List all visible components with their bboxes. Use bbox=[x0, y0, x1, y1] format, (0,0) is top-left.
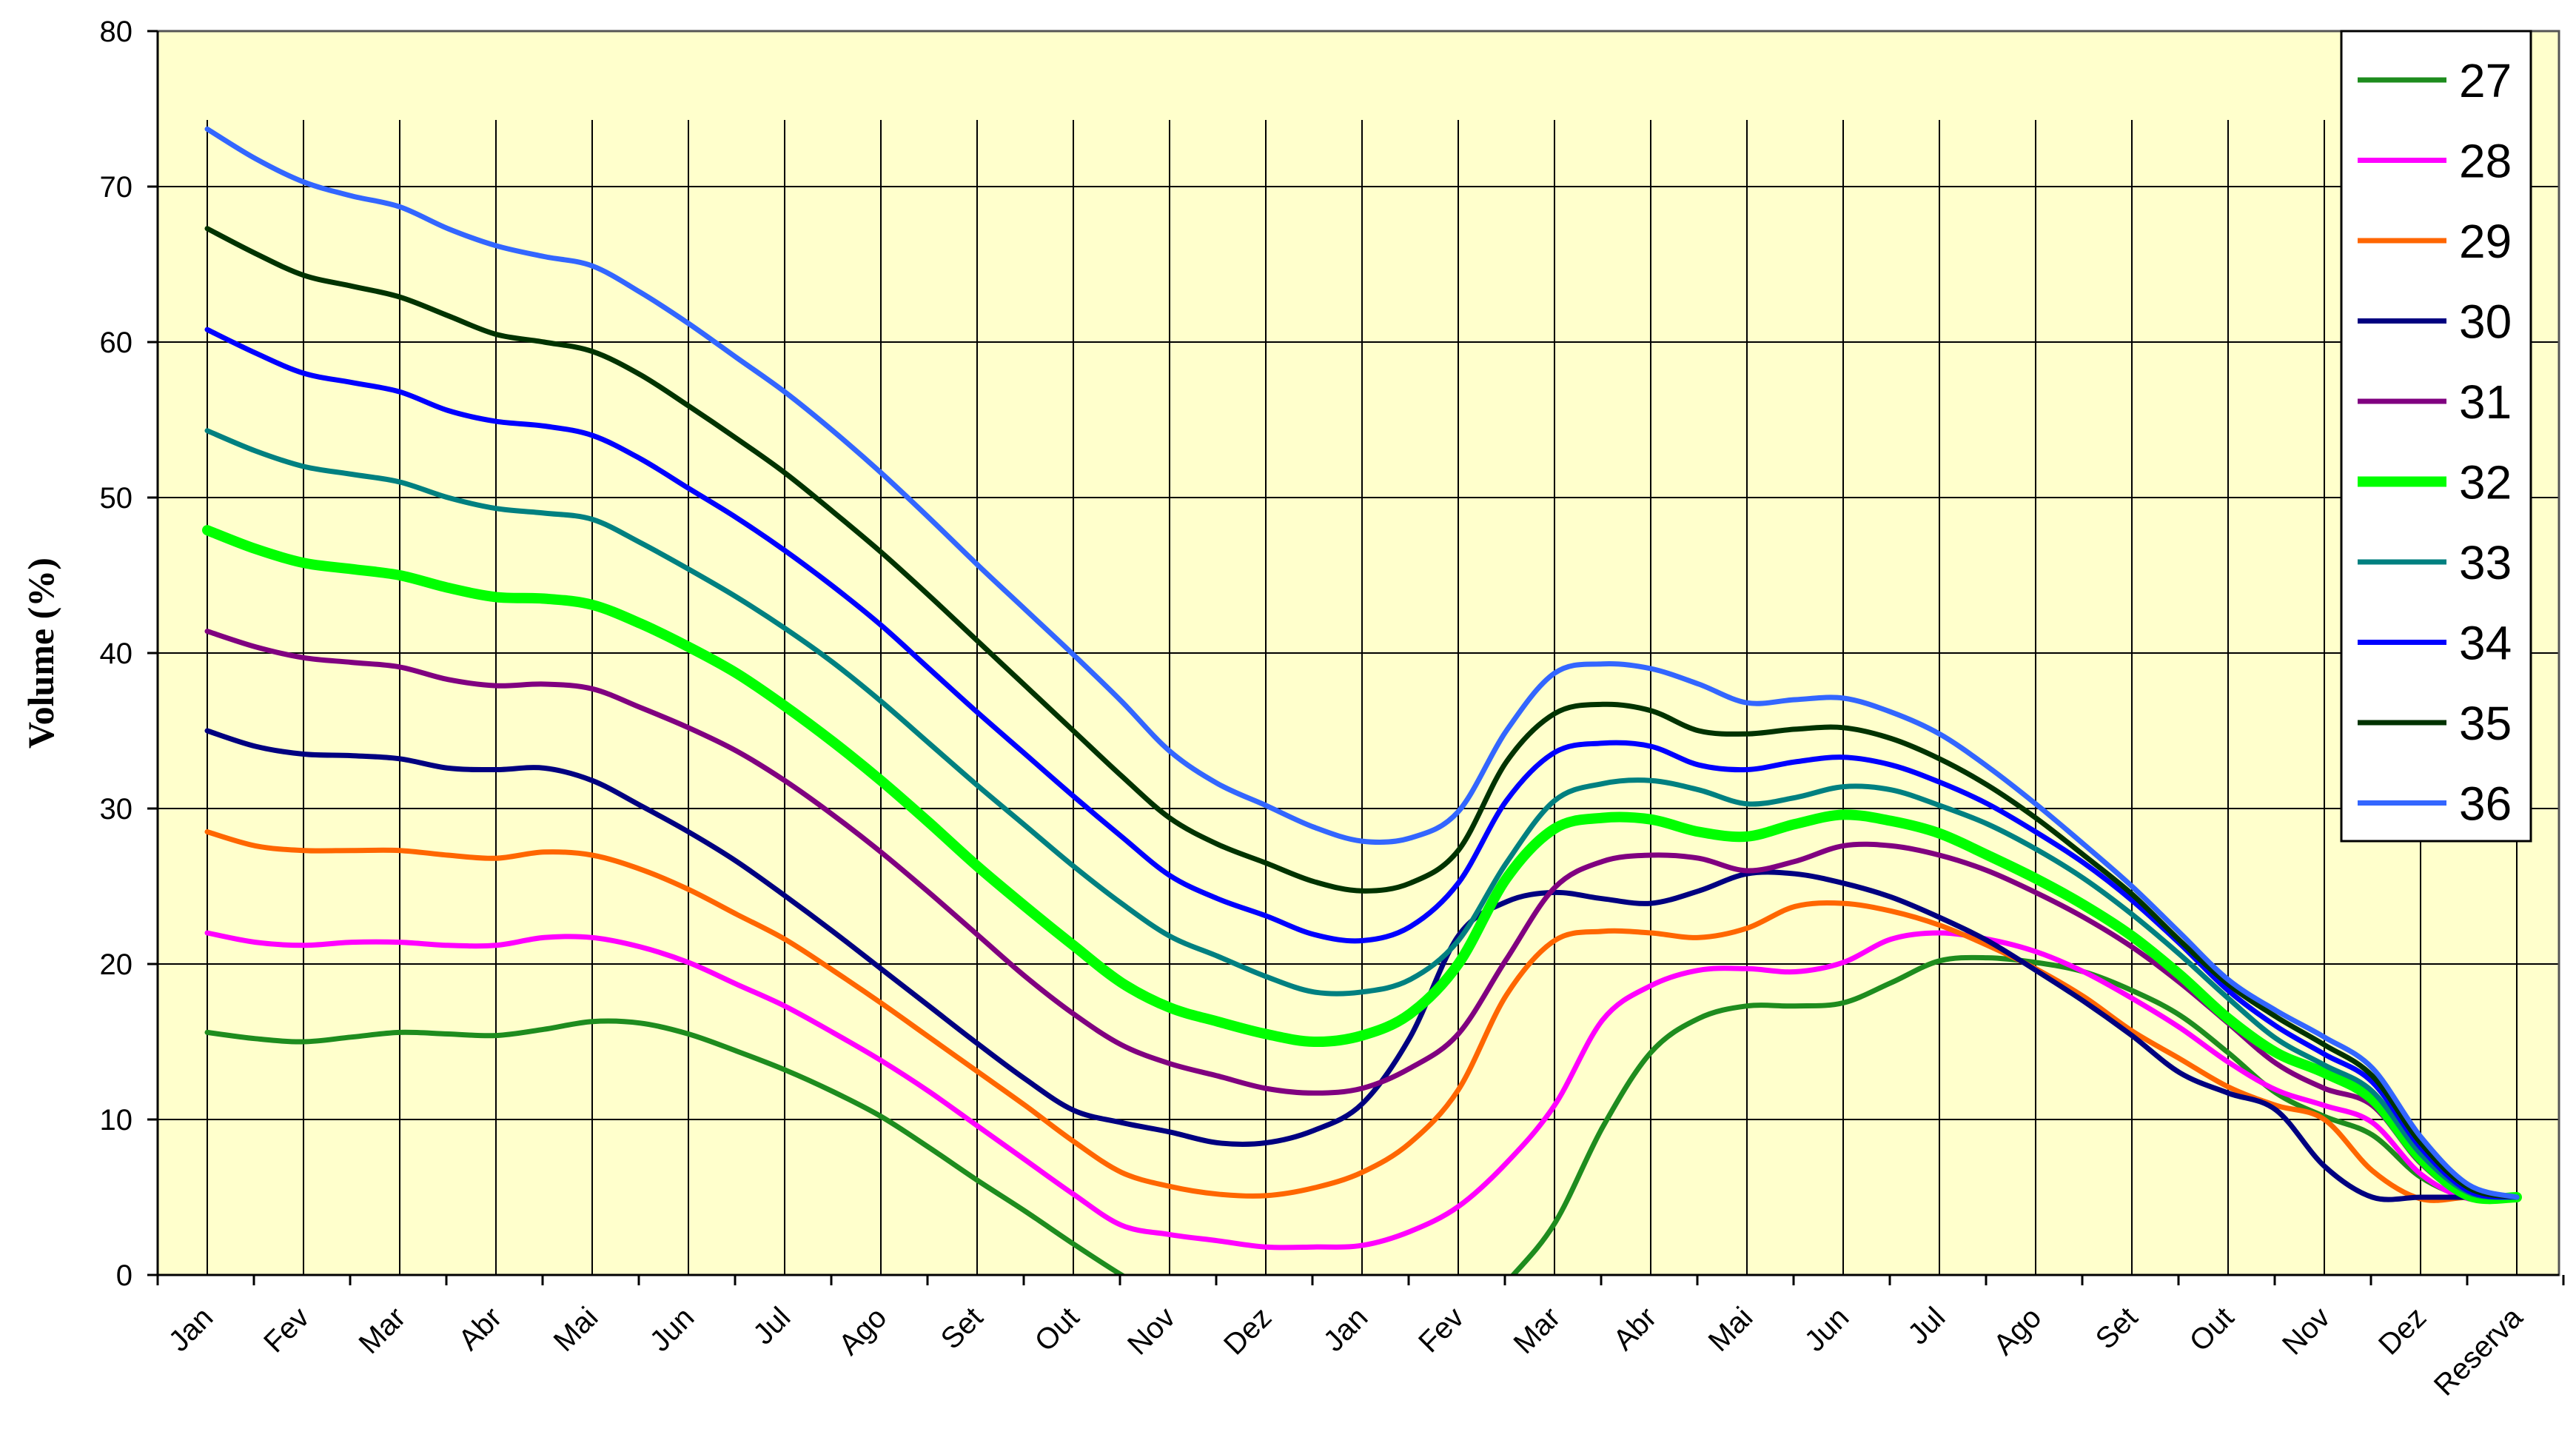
x-tick-label: Reserva bbox=[2428, 1301, 2529, 1402]
series-line-36 bbox=[204, 126, 2520, 1200]
legend-label-30: 30 bbox=[2459, 295, 2512, 349]
series-line-27 bbox=[204, 954, 2520, 1275]
legend-label-29: 29 bbox=[2459, 215, 2512, 268]
series-line-35 bbox=[204, 226, 2520, 1200]
x-tick-label: Ago bbox=[1988, 1301, 2047, 1361]
series-line-32 bbox=[202, 525, 2522, 1205]
legend-box bbox=[2340, 30, 2532, 843]
y-axis-label: Volume (%) bbox=[20, 558, 61, 749]
legend-label-34: 34 bbox=[2459, 617, 2512, 670]
series-line-31 bbox=[204, 629, 2520, 1202]
x-tick-label: Nov bbox=[1121, 1301, 1181, 1361]
series-line-29 bbox=[204, 829, 2520, 1203]
x-tick-label: Jan bbox=[163, 1301, 220, 1358]
legend-label-36: 36 bbox=[2459, 777, 2512, 831]
x-tick-label: Mai bbox=[548, 1301, 605, 1358]
y-tick-label: 20 bbox=[100, 948, 133, 981]
series-line-34 bbox=[204, 327, 2520, 1200]
x-tick-label: Abr bbox=[452, 1301, 508, 1356]
legend-label-32: 32 bbox=[2459, 456, 2512, 509]
legend-label-33: 33 bbox=[2459, 536, 2512, 589]
x-tick-label: Dez bbox=[1218, 1301, 1278, 1361]
x-tick-label: Mar bbox=[353, 1301, 412, 1360]
y-tick-label: 50 bbox=[100, 482, 133, 515]
y-tick-label: 60 bbox=[100, 327, 133, 359]
x-tick-label: Jul bbox=[747, 1301, 796, 1350]
x-tick-label: Jan bbox=[1318, 1301, 1375, 1358]
x-tick-label: Ago bbox=[833, 1301, 893, 1361]
y-tick-label: 80 bbox=[100, 16, 133, 48]
y-tick-label: 10 bbox=[100, 1104, 133, 1137]
x-tick-label: Fev bbox=[258, 1301, 315, 1359]
x-tick-label: Set bbox=[2090, 1301, 2144, 1356]
y-tick-label: 40 bbox=[100, 637, 133, 670]
x-tick-label: Jul bbox=[1902, 1301, 1951, 1350]
x-tick-label: Jun bbox=[1799, 1301, 1856, 1358]
x-tick-label: Mar bbox=[1508, 1301, 1567, 1360]
x-tick-label: Out bbox=[1029, 1301, 1086, 1358]
x-tick-label: Jun bbox=[644, 1301, 701, 1358]
x-tick-label: Set bbox=[935, 1301, 990, 1356]
x-tick-label: Nov bbox=[2276, 1301, 2336, 1361]
series-line-33 bbox=[204, 428, 2520, 1200]
legend-label-28: 28 bbox=[2459, 135, 2512, 188]
legend-label-31: 31 bbox=[2459, 375, 2512, 429]
x-tick-label: Out bbox=[2184, 1301, 2241, 1358]
legend-label-35: 35 bbox=[2459, 697, 2512, 750]
x-tick-label: Fev bbox=[1412, 1301, 1470, 1359]
series-line-28 bbox=[204, 930, 2520, 1251]
legend: 27 28 29 30 31 32 33 34 35 36 bbox=[2340, 30, 2532, 843]
y-tick-label: 0 bbox=[116, 1259, 133, 1292]
x-tick-label: Mai bbox=[1703, 1301, 1760, 1358]
legend-label-27: 27 bbox=[2459, 54, 2512, 107]
y-tick-label: 70 bbox=[100, 171, 133, 204]
x-tick-label: Dez bbox=[2372, 1301, 2432, 1361]
y-tick-label: 30 bbox=[100, 793, 133, 826]
series-line-30 bbox=[204, 728, 2520, 1202]
x-tick-label: Abr bbox=[1607, 1301, 1663, 1356]
